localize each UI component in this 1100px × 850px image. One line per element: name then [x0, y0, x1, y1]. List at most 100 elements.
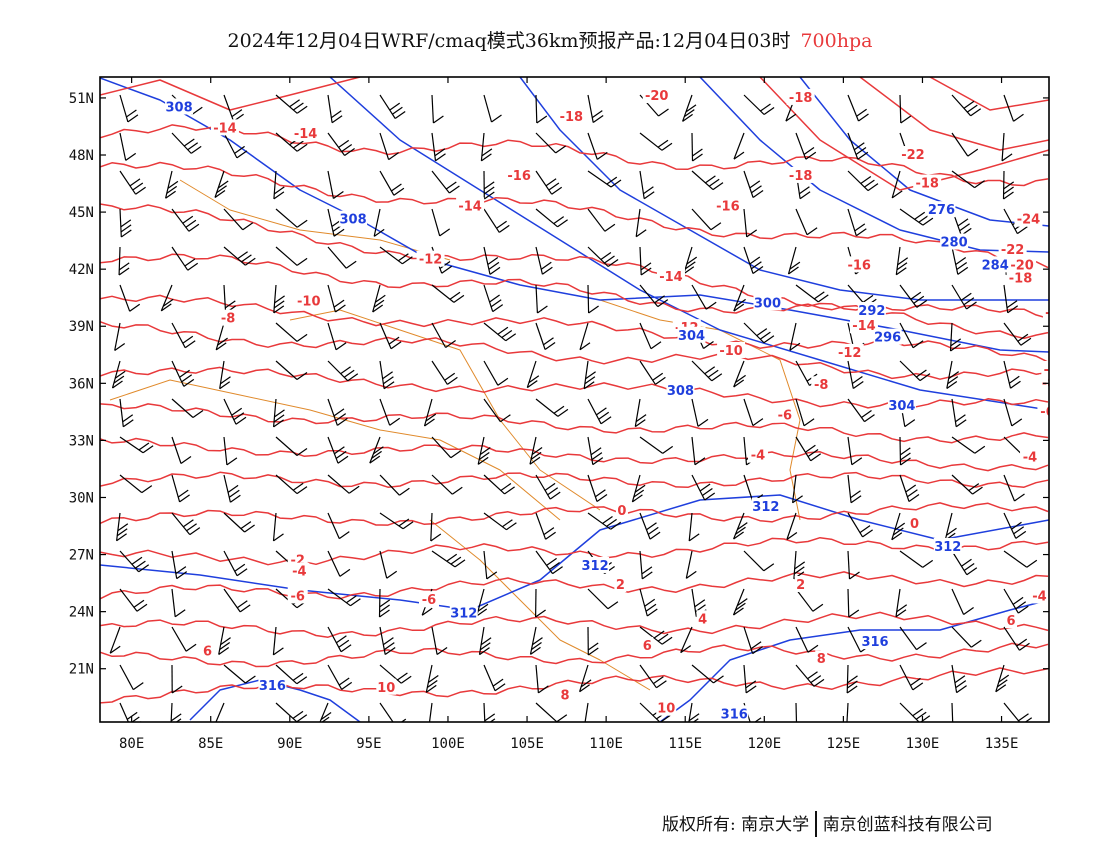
wind-barb — [847, 436, 853, 465]
wind-barb-flag — [235, 416, 247, 425]
wind-barb — [584, 702, 589, 722]
wind-barb — [379, 626, 386, 655]
wind-barb-flag — [657, 633, 669, 642]
wind-barb — [1003, 360, 1012, 389]
wind-barb-flag — [530, 646, 541, 655]
wind-barb-flag — [343, 369, 355, 378]
lon-tick-label: 110E — [589, 736, 623, 752]
wind-barb-flag — [592, 457, 604, 466]
temperature-isotherm — [100, 667, 1049, 704]
temperature-label: -14 — [1066, 331, 1090, 346]
wind-barb — [327, 94, 333, 123]
wind-barb-flag — [120, 224, 132, 233]
lon-tick-label: 125E — [827, 736, 861, 752]
wind-barb — [639, 246, 642, 276]
wind-barb — [476, 588, 485, 617]
wind-barb-flag — [733, 303, 745, 312]
wind-barb-flag — [335, 304, 346, 313]
wind-barb-flag — [184, 258, 196, 267]
lat-tick-label: 36N — [69, 376, 94, 392]
wind-barb — [119, 132, 127, 161]
wind-barb-flag — [654, 295, 665, 304]
wind-barb-flag — [427, 675, 439, 683]
wind-barb-flag — [383, 637, 394, 646]
temperature-label: -14 — [213, 121, 237, 136]
wind-barb-flag — [226, 457, 238, 466]
wind-barb — [535, 322, 546, 350]
wind-barb-flag — [120, 229, 132, 238]
temperature-label: 6 — [643, 639, 652, 654]
wind-barb-flag — [913, 295, 925, 304]
wind-barb — [275, 702, 298, 722]
lat-tick-label: 48N — [69, 148, 94, 164]
wind-barb-flag — [166, 185, 178, 194]
wind-barb-flag — [1014, 493, 1025, 502]
wind-barb-flag — [373, 299, 385, 308]
wind-barb — [895, 246, 901, 275]
temperature-label-bg — [1041, 361, 1049, 378]
wind-barb-flag — [606, 176, 618, 185]
wind-barb-flag — [187, 142, 199, 151]
wind-barb — [789, 322, 797, 351]
wind-barb-flag — [657, 299, 669, 308]
wind-barb-flag — [379, 599, 391, 608]
wind-barb — [171, 246, 189, 271]
height-label: 312 — [581, 559, 608, 574]
wind-barb-flag — [683, 266, 695, 275]
wind-barb-flag — [922, 217, 934, 226]
wind-barb — [379, 550, 388, 579]
wind-barb-flag — [792, 495, 803, 504]
wind-barb — [535, 702, 558, 722]
temperature-label: -20 — [645, 89, 669, 104]
contour-labels: -20 -18-18-14 -14-22-16 -18-18-16-14-24-22-… — [165, 87, 1090, 722]
wind-barb-flag — [947, 376, 959, 385]
wind-barb — [639, 360, 656, 385]
wind-barb-flag — [526, 380, 538, 389]
wind-barb-flag — [179, 369, 190, 378]
wind-barb-flag — [114, 370, 126, 379]
wind-barb-flag — [131, 556, 143, 565]
temperature-isotherm — [100, 203, 1049, 320]
temperature-label-bg — [786, 88, 815, 105]
wind-barb — [327, 246, 347, 269]
wind-barb-flag — [950, 343, 961, 352]
wind-barb-flag — [292, 482, 304, 491]
height-contour — [519, 77, 1049, 301]
wind-barb-flag — [662, 445, 674, 454]
wind-barb — [477, 436, 485, 465]
wind-barb — [691, 436, 696, 465]
wind-barb — [535, 664, 539, 693]
wind-barb — [379, 246, 403, 265]
wind-barb-flag — [331, 115, 343, 124]
wind-barb-flag — [182, 215, 194, 224]
wind-barb-flag — [852, 376, 863, 384]
height-label-bg — [666, 381, 695, 398]
wind-barb — [171, 398, 194, 418]
wind-barb-flag — [428, 724, 438, 731]
wind-barb — [379, 474, 400, 496]
temperature-label: 6 — [1007, 614, 1016, 629]
wind-barb — [847, 626, 862, 653]
temperature-label-bg — [656, 267, 685, 284]
height-label-bg — [981, 256, 1010, 273]
temperature-label-bg — [713, 197, 742, 214]
height-label-bg — [873, 328, 902, 345]
wind-barb — [743, 322, 765, 344]
wind-barb-flag — [234, 145, 245, 154]
wind-barb — [118, 246, 121, 276]
wind-barb-flag — [273, 186, 285, 195]
wind-barb — [275, 436, 298, 456]
wind-barb-flag — [109, 645, 121, 654]
wind-barb — [587, 94, 594, 123]
wind-barb — [787, 246, 797, 275]
wind-barb-flag — [433, 115, 444, 124]
wind-barb — [795, 360, 811, 386]
wind-barb-flag — [227, 484, 239, 493]
wind-barb-flag — [1011, 418, 1023, 427]
wind-barb — [951, 550, 968, 576]
wind-barb — [847, 94, 860, 122]
wind-barb — [275, 360, 298, 380]
wind-barb-flag — [489, 266, 501, 275]
wind-barb — [795, 702, 798, 722]
wind-barb-flag — [850, 495, 862, 504]
